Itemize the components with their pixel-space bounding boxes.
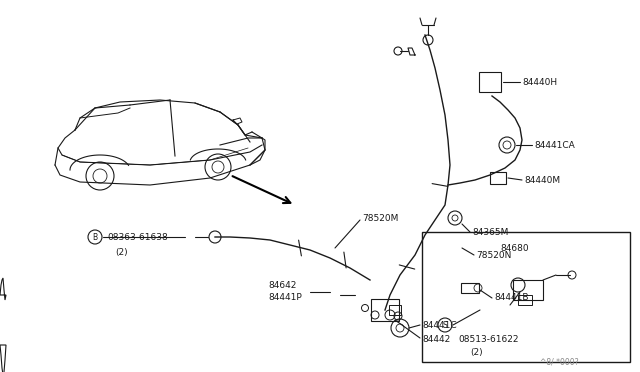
Text: 08363-61638: 08363-61638 bbox=[107, 232, 168, 241]
Text: 84441C: 84441C bbox=[422, 321, 456, 330]
Text: 84642: 84642 bbox=[268, 280, 296, 289]
Text: 08513-61622: 08513-61622 bbox=[458, 336, 518, 344]
Text: 78520N: 78520N bbox=[476, 250, 511, 260]
Text: (2): (2) bbox=[470, 349, 483, 357]
Bar bbox=[422, 232, 630, 362]
Text: (2): (2) bbox=[115, 247, 127, 257]
Polygon shape bbox=[0, 278, 6, 300]
Bar bbox=[389, 305, 401, 315]
Text: B: B bbox=[92, 232, 97, 241]
Text: 84442: 84442 bbox=[422, 336, 451, 344]
Bar bbox=[513, 280, 543, 300]
Bar bbox=[490, 172, 506, 184]
Bar bbox=[461, 283, 479, 293]
Bar bbox=[479, 72, 501, 92]
Text: 84441P: 84441P bbox=[268, 294, 301, 302]
Text: 84365M: 84365M bbox=[472, 228, 508, 237]
Text: 84680: 84680 bbox=[500, 244, 529, 253]
Polygon shape bbox=[0, 345, 6, 372]
Bar bbox=[518, 295, 532, 305]
Text: ^8/ *000?: ^8/ *000? bbox=[540, 357, 579, 366]
Text: 84441CA: 84441CA bbox=[534, 141, 575, 150]
Bar bbox=[371, 299, 399, 321]
Text: 78520M: 78520M bbox=[362, 214, 398, 222]
Text: 84441B: 84441B bbox=[494, 294, 529, 302]
Text: 84440H: 84440H bbox=[522, 77, 557, 87]
Text: 84440M: 84440M bbox=[524, 176, 560, 185]
Text: S: S bbox=[443, 321, 447, 330]
